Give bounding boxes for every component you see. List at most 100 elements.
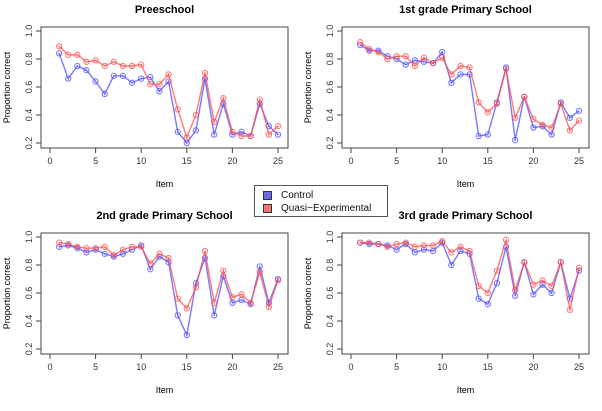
x-tick-label: 15 <box>483 156 493 166</box>
data-point-center-experimental <box>277 125 279 127</box>
data-point-center-experimental <box>432 244 434 247</box>
legend-label-control: Control <box>281 189 314 201</box>
data-point-experimental <box>402 239 409 246</box>
data-point-center-experimental <box>186 307 188 310</box>
data-point-center-experimental <box>578 119 580 122</box>
data-point-experimental <box>55 43 63 50</box>
data-point-experimental <box>411 62 418 70</box>
data-point-experimental <box>439 54 446 61</box>
data-point-center-experimental <box>58 241 60 244</box>
data-point-experimental <box>183 134 190 141</box>
data-point-center-experimental <box>258 271 261 273</box>
data-point-experimental <box>183 305 190 312</box>
x-tick-label: 5 <box>93 362 98 372</box>
data-point-experimental <box>575 264 583 271</box>
x-tick-label: 10 <box>136 156 146 166</box>
y-tick-label: 0.8 <box>325 259 335 272</box>
data-point-experimental <box>174 295 181 302</box>
y-tick-label: 0.2 <box>325 343 335 356</box>
panel-title: 2nd grade Primary School <box>96 210 232 222</box>
x-tick-label: 5 <box>394 362 399 372</box>
legend-entry-experimental: Quasi−Experimental <box>263 202 371 214</box>
data-point-experimental <box>147 260 154 267</box>
data-point-center-experimental <box>76 54 79 56</box>
panel-title: 3rd grade Primary School <box>399 210 533 222</box>
data-point-experimental <box>393 53 400 60</box>
y-axis-label: Proportion correct <box>2 257 12 329</box>
data-point-center-control <box>368 49 371 52</box>
data-point-experimental <box>156 250 163 257</box>
data-point-center-experimental <box>559 103 562 105</box>
data-point-center-control <box>204 257 206 259</box>
data-point-center-experimental <box>67 54 70 56</box>
x-tick-label: 15 <box>182 362 192 372</box>
data-point-center-experimental <box>158 83 161 85</box>
data-point-experimental <box>484 289 491 297</box>
data-point-experimental <box>402 53 409 60</box>
data-point-experimental <box>201 247 209 255</box>
data-point-center-control <box>213 314 215 317</box>
data-point-center-experimental <box>541 279 544 282</box>
data-point-experimental <box>247 299 254 306</box>
data-point-center-experimental <box>477 285 480 287</box>
data-point-experimental <box>83 58 90 65</box>
data-point-experimental <box>356 39 364 46</box>
data-point-experimental <box>493 267 501 274</box>
data-point-experimental <box>548 282 555 290</box>
series-line-experimental <box>58 45 279 140</box>
data-point-center-control <box>459 73 462 76</box>
data-point-center-control <box>514 139 516 141</box>
y-axis-label: Proportion correct <box>2 51 12 123</box>
data-point-experimental <box>128 62 136 70</box>
data-point-center-experimental <box>268 133 270 136</box>
data-point-control <box>493 280 501 287</box>
data-point-control <box>110 72 117 79</box>
data-point-experimental <box>429 242 437 249</box>
data-point-center-control <box>368 243 371 245</box>
data-point-experimental <box>366 239 373 246</box>
data-point-control <box>101 250 108 257</box>
data-point-control <box>119 250 127 257</box>
data-point-center-experimental <box>523 96 526 98</box>
y-tick-label: 0.4 <box>325 109 335 122</box>
data-point-center-experimental <box>359 41 361 43</box>
data-point-center-control <box>113 75 115 77</box>
data-point-center-experimental <box>231 296 234 299</box>
data-point-center-control <box>277 133 279 136</box>
y-tick-label: 0.8 <box>24 53 34 66</box>
data-point-center-experimental <box>487 292 489 294</box>
data-point-control <box>174 312 181 319</box>
data-point-center-experimental <box>359 241 361 244</box>
data-point-experimental <box>566 306 574 313</box>
data-point-center-control <box>268 125 270 127</box>
data-point-experimental <box>211 118 218 126</box>
data-point-experimental <box>55 239 63 246</box>
data-point-center-experimental <box>496 269 498 272</box>
y-tick-label: 0.2 <box>24 137 34 150</box>
data-point-center-control <box>231 302 234 304</box>
data-point-center-experimental <box>277 279 279 282</box>
data-point-center-experimental <box>441 240 444 242</box>
data-point-center-experimental <box>122 65 124 67</box>
data-point-experimental <box>110 252 117 259</box>
data-point-center-experimental <box>85 61 88 63</box>
data-point-center-experimental <box>459 65 462 67</box>
data-point-experimental <box>502 65 510 72</box>
panel-1: Preeschool 0 5 10 15 20 25 0.2 0.4 0.6 0.8 1.0 Item P… <box>2 4 289 189</box>
x-tick-label: 20 <box>227 156 237 166</box>
data-point-experimental <box>65 240 72 248</box>
data-point-center-experimental <box>569 129 571 132</box>
data-point-experimental <box>274 277 282 284</box>
data-point-experimental <box>147 81 154 88</box>
x-tick-label: 0 <box>47 362 52 372</box>
data-point-control <box>475 295 482 302</box>
data-point-center-control <box>140 77 142 80</box>
data-point-center-experimental <box>222 97 225 99</box>
data-point-experimental <box>119 62 127 70</box>
data-point-experimental <box>138 61 145 68</box>
data-point-experimental <box>83 245 90 252</box>
data-point-experimental <box>548 124 555 131</box>
data-point-control <box>420 58 428 65</box>
data-point-center-experimental <box>505 239 507 241</box>
data-point-control <box>211 312 218 319</box>
